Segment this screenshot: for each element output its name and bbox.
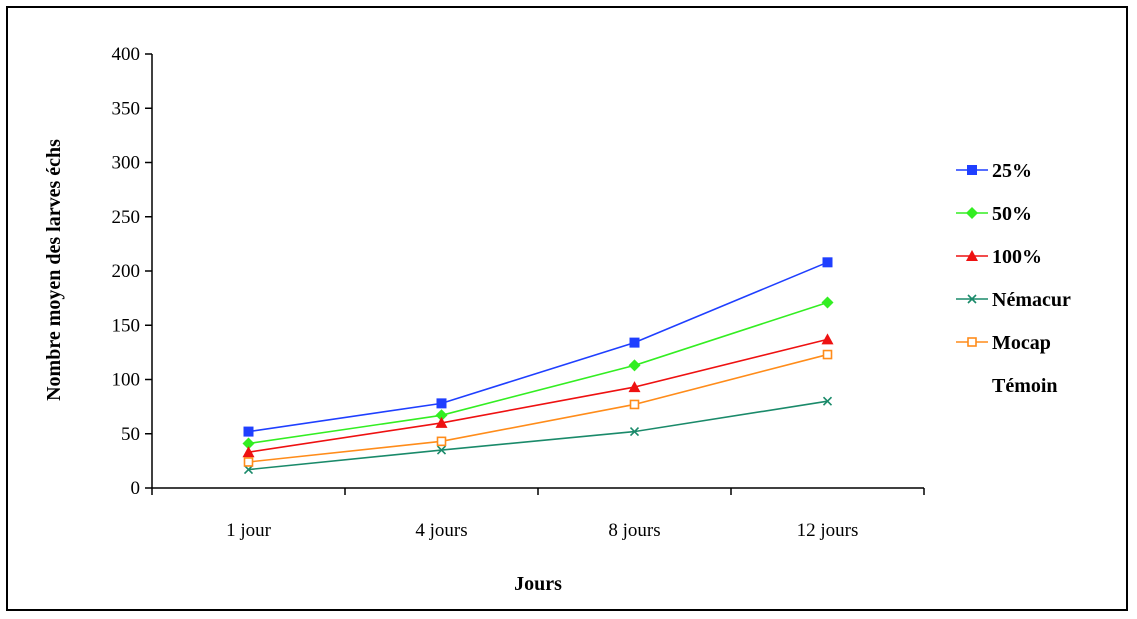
data-point xyxy=(435,416,448,428)
chart-frame: 0 50 100 150 200 250 300 350 400 1 jour 4 jours 8 … xyxy=(6,6,1128,611)
legend-label: Némacur xyxy=(992,289,1071,311)
legend-marker xyxy=(967,337,977,347)
series-4 xyxy=(243,349,833,467)
data-point xyxy=(629,337,640,348)
data-point xyxy=(242,437,255,450)
x-axis-title: Jours xyxy=(514,573,562,595)
series-layer xyxy=(242,257,834,475)
data-point xyxy=(821,296,834,309)
legend-entry: Némacur xyxy=(956,289,1071,311)
series-1 xyxy=(242,296,834,450)
legend: 25% 50% 100% Némacur Mocap Témoin xyxy=(956,160,1071,397)
legend-entry: 50% xyxy=(956,203,1032,225)
y-tick-label: 200 xyxy=(112,261,141,282)
y-tick-label: 350 xyxy=(112,98,141,119)
data-point xyxy=(629,427,640,437)
legend-label: Témoin xyxy=(992,375,1058,397)
legend-entry: 100% xyxy=(956,246,1042,268)
series-3 xyxy=(243,396,833,475)
data-point xyxy=(629,399,640,410)
legend-entry: Mocap xyxy=(956,332,1051,354)
x-tick-label: 4 jours xyxy=(415,520,467,541)
data-point xyxy=(242,446,255,458)
legend-label: 25% xyxy=(992,160,1032,182)
series-line xyxy=(248,353,828,463)
legend-label: 50% xyxy=(992,203,1032,225)
series-line xyxy=(248,400,828,471)
legend-label: Mocap xyxy=(992,332,1051,354)
legend-marker xyxy=(966,250,978,261)
data-point xyxy=(243,464,254,475)
y-tick-label: 0 xyxy=(131,478,141,499)
legend-label: 100% xyxy=(992,246,1042,268)
y-tick-label: 300 xyxy=(112,153,141,174)
legend-marker xyxy=(966,207,978,219)
y-tick-label: 150 xyxy=(112,315,141,336)
data-point xyxy=(435,409,448,422)
y-axis-ticks: 0 50 100 150 200 250 300 350 400 xyxy=(112,44,152,499)
series-line xyxy=(248,338,828,453)
line-chart: 0 50 100 150 200 250 300 350 400 1 jour 4 jours 8 … xyxy=(43,44,1071,595)
y-axis-title: Nombre moyen des larves échs xyxy=(43,139,65,401)
data-point xyxy=(436,436,447,447)
legend-marker xyxy=(967,165,977,175)
data-point xyxy=(628,381,641,393)
data-point xyxy=(821,333,834,345)
legend-entry: 25% xyxy=(956,160,1032,182)
y-tick-label: 250 xyxy=(112,207,141,228)
x-tick-label: 8 jours xyxy=(608,520,660,541)
data-point xyxy=(243,457,254,467)
series-2 xyxy=(242,333,834,458)
data-point xyxy=(822,396,833,406)
data-point xyxy=(436,445,447,455)
x-tick-label: 1 jour xyxy=(226,520,272,541)
x-tick-label: 12 jours xyxy=(797,520,859,541)
data-point xyxy=(436,398,447,409)
data-point xyxy=(822,257,833,268)
y-tick-label: 100 xyxy=(112,370,141,391)
series-line xyxy=(248,301,828,445)
data-point xyxy=(822,349,833,360)
series-0 xyxy=(243,257,833,437)
data-point xyxy=(628,359,641,372)
legend-entry: Témoin xyxy=(992,375,1058,397)
legend-marker xyxy=(967,294,977,304)
y-tick-label: 50 xyxy=(121,424,140,445)
series-line xyxy=(248,261,828,433)
x-axis-ticks: 1 jour 4 jours 8 jours 12 jours xyxy=(151,488,925,541)
data-point xyxy=(243,426,254,437)
y-tick-label: 400 xyxy=(112,44,141,65)
